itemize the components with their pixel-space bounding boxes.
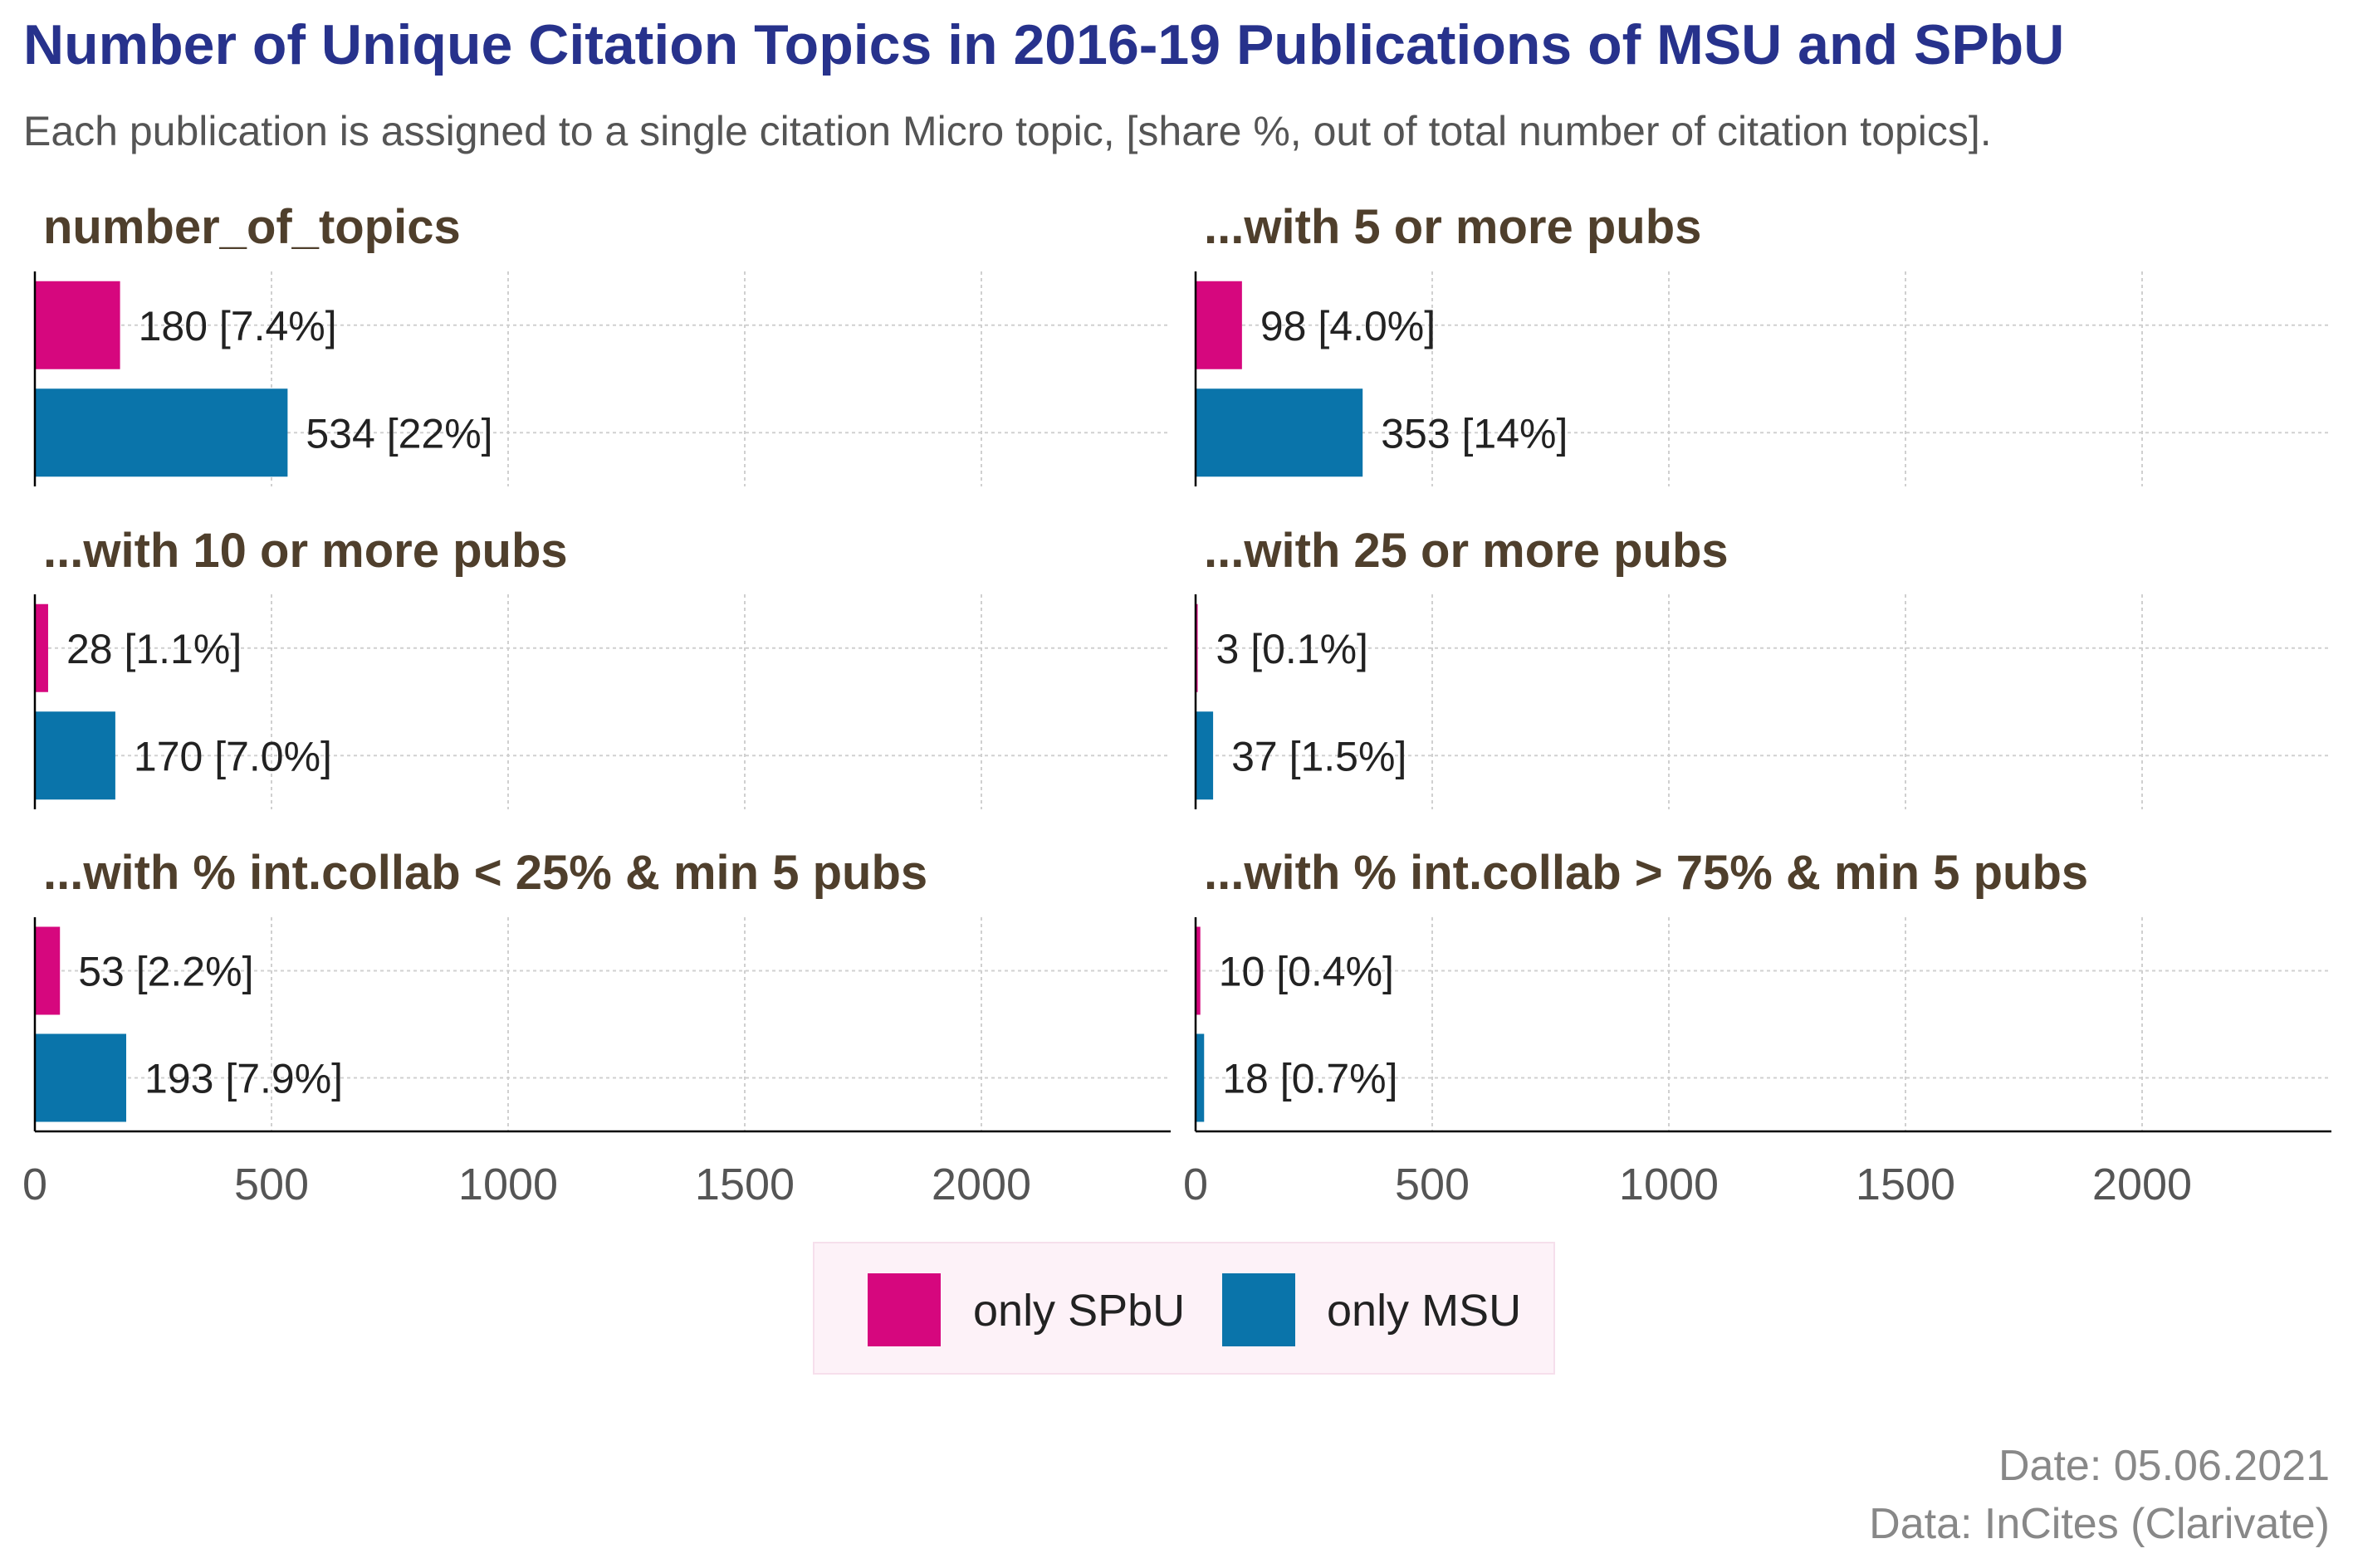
facet-title: ...with 10 or more pubs: [43, 524, 568, 578]
x-tick-label: 1500: [1856, 1160, 1955, 1209]
legend-swatch-only-msu: [1222, 1273, 1295, 1346]
bar-value-label: 10 [0.4%]: [1219, 949, 1394, 995]
facet-panel-with-10-or-more-pubs: ...with 10 or more pubs 28 [1.1%] 170 [7.0…: [33, 524, 1171, 809]
bar-only-msu: [1196, 711, 1214, 800]
bar-value-label: 170 [7.0%]: [134, 733, 332, 779]
bar-only-msu: [35, 1033, 127, 1122]
bar-only-spbu: [35, 281, 120, 369]
bar-only-msu: [1196, 1033, 1205, 1122]
caption-source: Data: InCites (Clarivate): [1869, 1500, 2330, 1548]
bar-only-msu: [35, 711, 115, 800]
facet-panel-with-int-collab-75-min-5-pubs: ...with % int.collab > 75% & min 5 pubs 1…: [1183, 846, 2331, 1209]
bar-value-label: 37 [1.5%]: [1231, 733, 1406, 779]
bar-only-msu: [35, 388, 288, 477]
caption-date: Date: 05.06.2021: [1998, 1442, 2330, 1490]
facet-panel-with-int-collab-25-min-5-pubs: ...with % int.collab < 25% & min 5 pubs 5…: [22, 846, 1171, 1209]
x-tick-label: 0: [1183, 1160, 1208, 1209]
facet-title: ...with % int.collab < 25% & min 5 pubs: [43, 846, 927, 900]
bar-value-label: 534 [22%]: [306, 410, 492, 457]
facet-panel-with-25-or-more-pubs: ...with 25 or more pubs 3 [0.1%] 37 [1.5%]: [1194, 524, 2331, 809]
x-tick-label: 1000: [458, 1160, 558, 1209]
bar-only-spbu: [1196, 926, 1201, 1015]
x-tick-label: 500: [234, 1160, 309, 1209]
bar-value-label: 18 [0.7%]: [1222, 1056, 1397, 1102]
bar-only-spbu: [35, 603, 48, 692]
facet-title: ...with 5 or more pubs: [1204, 200, 1701, 254]
x-tick-label: 500: [1395, 1160, 1470, 1209]
bar-value-label: 3 [0.1%]: [1216, 626, 1368, 672]
bar-only-spbu: [35, 926, 61, 1015]
facets: number_of_topics 180 [7.4%] 534 [22%] ...wi…: [22, 200, 2331, 1209]
bar-value-label: 193 [7.9%]: [144, 1056, 343, 1102]
bar-value-label: 180 [7.4%]: [139, 303, 337, 349]
x-tick-label: 2000: [932, 1160, 1031, 1209]
bar-value-label: 28 [1.1%]: [66, 626, 242, 672]
x-tick-label: 1000: [1619, 1160, 1719, 1209]
bar-value-label: 53 [2.2%]: [78, 949, 253, 995]
facet-title: ...with % int.collab > 75% & min 5 pubs: [1204, 846, 2088, 900]
facet-panel-number-of-topics: number_of_topics 180 [7.4%] 534 [22%]: [33, 200, 1171, 486]
facet-panel-with-5-or-more-pubs: ...with 5 or more pubs 98 [4.0%] 353 [14%]: [1194, 200, 2331, 486]
x-tick-label: 2000: [2092, 1160, 2192, 1209]
x-tick-label: 1500: [695, 1160, 795, 1209]
facet-title: ...with 25 or more pubs: [1204, 524, 1729, 578]
bar-value-label: 98 [4.0%]: [1260, 303, 1436, 349]
chart-subtitle: Each publication is assigned to a single…: [23, 108, 1992, 154]
facet-title: number_of_topics: [43, 200, 461, 254]
bar-value-label: 353 [14%]: [1381, 410, 1568, 457]
legend-swatch-only-spbu: [868, 1273, 941, 1346]
bar-only-msu: [1196, 388, 1363, 477]
chart-title: Number of Unique Citation Topics in 2016…: [23, 13, 2064, 76]
legend-label-only-msu: only MSU: [1327, 1286, 1521, 1336]
x-tick-label: 0: [22, 1160, 47, 1209]
legend-label-only-spbu: only SPbU: [973, 1286, 1185, 1336]
bar-only-spbu: [1196, 281, 1242, 369]
legend: only SPbU only MSU: [813, 1242, 1555, 1375]
